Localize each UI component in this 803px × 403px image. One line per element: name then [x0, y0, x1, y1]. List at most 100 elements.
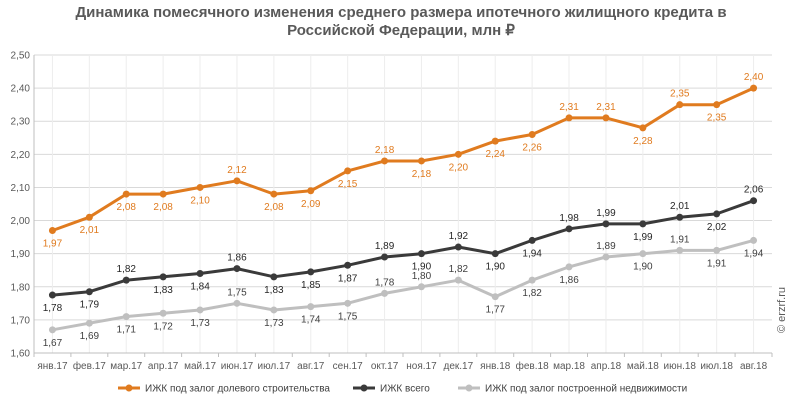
series-line [51, 86, 755, 232]
data-point [676, 246, 684, 254]
x-tick-label: фев.17 [73, 360, 106, 372]
x-tick-label: май.18 [627, 361, 659, 372]
data-point [270, 306, 278, 314]
data-point [381, 289, 389, 297]
data-label: 2,08 [117, 202, 137, 213]
data-label: 2,28 [633, 136, 653, 147]
data-point [48, 326, 56, 334]
data-point [454, 276, 462, 284]
data-point [270, 190, 278, 198]
data-label: 1,85 [301, 280, 321, 291]
data-point [639, 220, 647, 228]
data-point [417, 283, 425, 291]
data-label: 2,35 [707, 113, 727, 124]
x-tick-label: дек.17 [444, 361, 474, 372]
data-point [381, 157, 389, 165]
x-tick-label: ноя.17 [406, 361, 437, 372]
data-point [528, 130, 536, 138]
chart-title-line-1: Динамика помесячного изменения среднего … [75, 4, 726, 21]
data-point [48, 226, 56, 234]
data-point [196, 270, 204, 278]
data-label: 2,06 [744, 185, 764, 196]
data-label: 1,67 [43, 338, 63, 349]
data-point [270, 273, 278, 281]
data-label: 1,99 [633, 232, 653, 243]
data-point [565, 225, 573, 233]
data-point [454, 150, 462, 158]
data-point [750, 197, 758, 205]
data-label: 1,86 [559, 275, 579, 286]
data-label: 2,08 [153, 202, 173, 213]
data-label: 1,75 [338, 311, 358, 322]
data-point [602, 114, 610, 122]
y-tick-label: 2,30 [11, 117, 31, 128]
data-label: 1,90 [633, 262, 653, 273]
data-label: 2,31 [596, 102, 616, 113]
data-point [48, 291, 56, 299]
axes: 1,601,701,801,902,002,102,202,302,402,50… [11, 51, 773, 372]
data-label: 1,87 [338, 273, 358, 284]
y-tick-label: 2,20 [11, 150, 31, 161]
data-label: 2,02 [707, 222, 727, 233]
data-point [381, 253, 389, 261]
data-point [122, 190, 130, 198]
data-label: 2,20 [449, 162, 469, 173]
data-point [307, 303, 315, 311]
data-point [122, 276, 130, 284]
data-label: 1,79 [80, 300, 100, 311]
data-point [713, 210, 721, 218]
y-tick-label: 2,40 [11, 84, 31, 95]
data-point [344, 167, 352, 175]
data-point [639, 124, 647, 132]
y-tick-label: 1,90 [11, 249, 31, 260]
y-tick-label: 1,80 [11, 282, 31, 293]
data-point [676, 213, 684, 221]
data-point [85, 213, 93, 221]
data-point [713, 101, 721, 109]
series-lines [48, 84, 758, 334]
data-label: 1,89 [375, 241, 395, 252]
data-label: 1,78 [375, 277, 395, 288]
y-tick-label: 1,60 [11, 349, 31, 360]
data-label: 2,08 [264, 202, 284, 213]
data-label: 1,78 [43, 303, 63, 314]
data-point [233, 265, 241, 273]
data-label: 1,73 [190, 318, 210, 329]
data-point [344, 299, 352, 307]
data-point [602, 253, 610, 261]
x-tick-label: июл.17 [258, 361, 291, 372]
data-label: 2,12 [227, 165, 247, 176]
legend-label: ИЖК под залог долевого строительства [145, 384, 330, 395]
data-label: 1,71 [117, 325, 137, 336]
data-label: 1,90 [486, 262, 506, 273]
legend: ИЖК под залог долевого строительства ИЖК … [118, 384, 687, 395]
x-tick-label: июн.17 [221, 361, 254, 372]
data-point [159, 309, 167, 317]
data-label: 1,82 [117, 264, 137, 275]
x-tick-label: авг.17 [297, 361, 325, 372]
data-label: 1,83 [264, 285, 284, 296]
x-tick-label: июн.18 [663, 361, 696, 372]
data-point [491, 293, 499, 301]
data-label: 1,80 [412, 271, 432, 282]
data-label: 2,24 [486, 149, 506, 160]
data-point [491, 137, 499, 145]
data-label: 1,86 [227, 253, 247, 264]
data-label: 2,01 [80, 225, 100, 236]
data-point [196, 306, 204, 314]
data-point [713, 246, 721, 254]
series-line [52, 199, 755, 297]
data-point [528, 236, 536, 244]
data-point [417, 157, 425, 165]
data-point [750, 236, 758, 244]
legend-label: ИЖК под залог построенной недвижимости [485, 384, 687, 395]
chart-title-line-2: Российской Федерации, млн ₽ [287, 22, 515, 39]
data-label: 2,35 [670, 89, 690, 100]
x-tick-label: янв.18 [480, 361, 511, 372]
x-tick-label: сен.17 [333, 361, 363, 372]
data-label: 1,98 [559, 213, 579, 224]
data-label: 2,01 [670, 201, 690, 212]
data-point [233, 299, 241, 307]
data-label: 1,82 [449, 264, 469, 275]
